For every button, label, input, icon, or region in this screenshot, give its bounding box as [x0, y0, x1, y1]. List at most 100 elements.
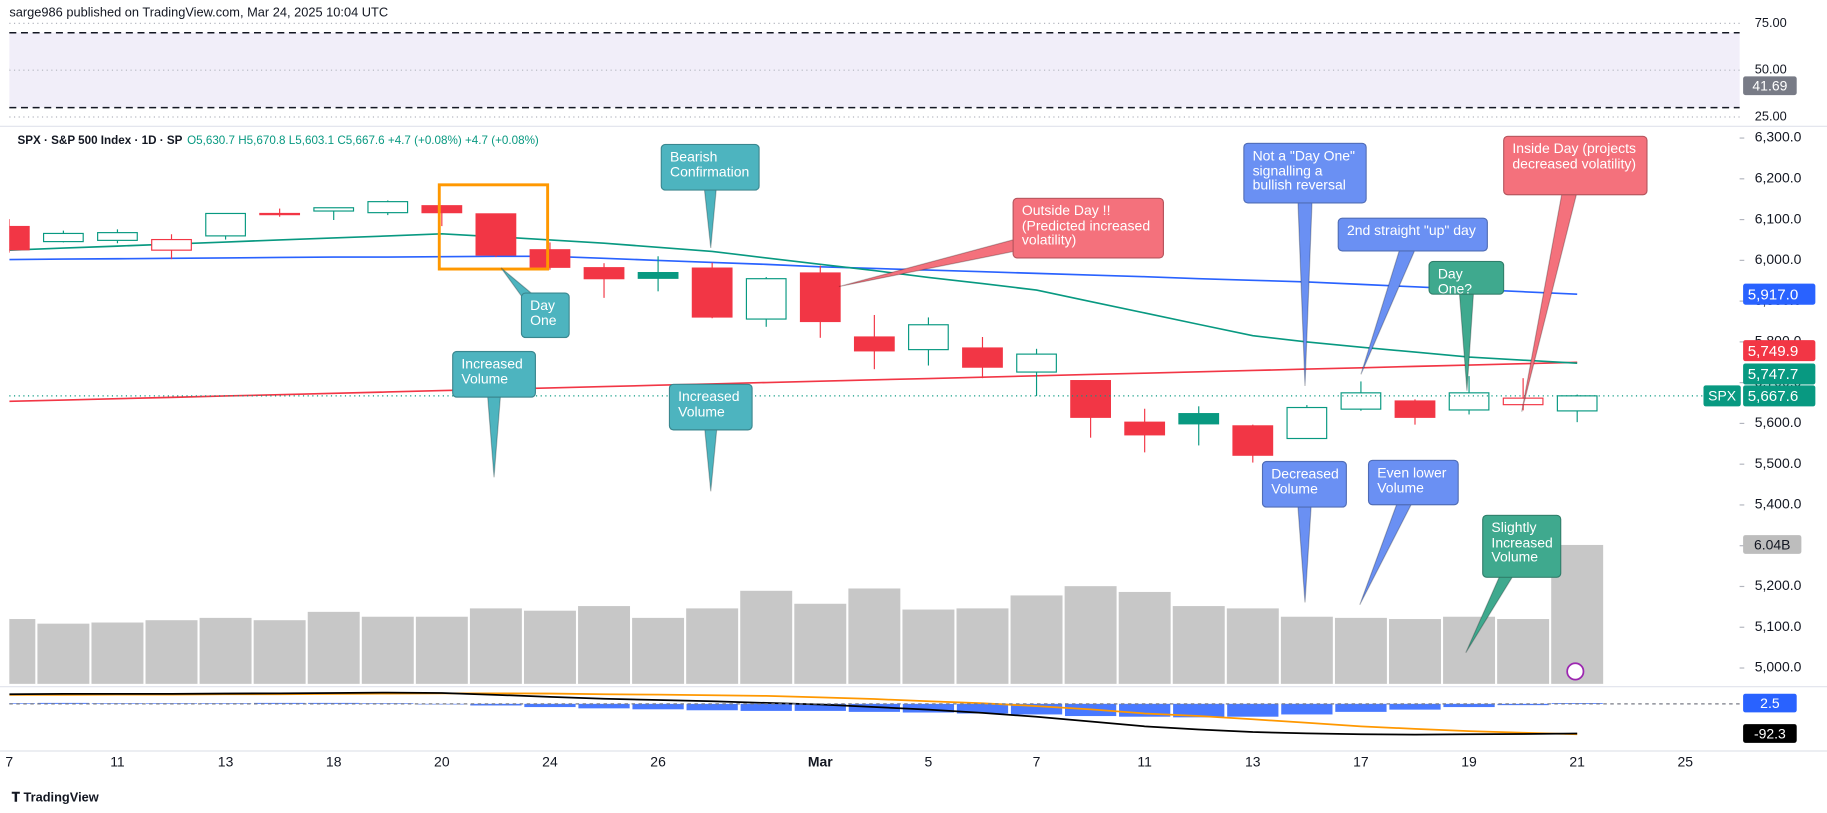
volume-bar [198, 616, 253, 685]
x-tick-label: 25 [1678, 753, 1694, 769]
candle-body [1448, 392, 1490, 411]
brand: 𝐓 TradingView [11, 790, 99, 805]
candle-body [529, 249, 571, 268]
volume-bar [1225, 607, 1280, 685]
macd-histogram-bar [254, 702, 306, 704]
annotation: Increased Volume [452, 350, 536, 398]
candle-body [1124, 421, 1166, 436]
candle-body [151, 238, 192, 251]
volume-bar [414, 615, 469, 685]
moving-average [9, 361, 1578, 403]
candle-body [745, 278, 787, 320]
highlight-box [437, 183, 550, 271]
y-tick-label: 5,200.0 [1755, 577, 1802, 593]
volume-bar [252, 619, 307, 685]
volume-last-box [1743, 535, 1802, 554]
volume-bar [36, 622, 91, 685]
volume-bar [468, 607, 523, 685]
legend: SPX · S&P 500 Index · 1D · SP O5,630.7 H5… [17, 135, 538, 148]
volume-bar [144, 619, 199, 685]
candle-body [1232, 425, 1274, 456]
moving-average [9, 233, 1578, 365]
y-tick-label: 6,100.0 [1755, 210, 1802, 226]
y-tick-label: 6,200.0 [1755, 170, 1802, 186]
macd-histogram-bar [1443, 703, 1495, 708]
plot-area [9, 50, 1605, 736]
macd-last-label: -92.3 [1754, 725, 1786, 741]
macd-histogram-bar [1010, 703, 1063, 715]
moving-average [9, 255, 1578, 296]
macd-histogram-bar [199, 703, 252, 704]
symbol-tag: SPX [1708, 388, 1737, 404]
x-tick-label: Mar [808, 753, 833, 769]
annotation: Day One [520, 292, 570, 339]
x-tick-label: 13 [1245, 753, 1261, 769]
volume-bar [1009, 594, 1064, 685]
volume-bar [90, 621, 145, 685]
annotation: Increased Volume [668, 383, 753, 431]
y-tick-label: 5,100.0 [1755, 618, 1802, 634]
volume-bar [685, 607, 740, 685]
candle-body [637, 271, 679, 279]
x-tick-label: 7 [5, 753, 13, 769]
volume-bar [9, 618, 37, 685]
x-tick-label: 7 [1033, 753, 1041, 769]
y-tick-label: 5,500.0 [1755, 455, 1802, 471]
x-tick-label: 11 [110, 753, 125, 769]
candle-body [1286, 406, 1328, 440]
y-tick-label: 5,600.0 [1755, 414, 1802, 430]
x-tick-label: 24 [542, 753, 558, 769]
macd-last-box [1743, 693, 1797, 713]
annotation: Inside Day (projects decreased volatilit… [1503, 135, 1648, 196]
ma-last-label: 5,747.7 [1748, 366, 1798, 383]
symbol-tag-box [1703, 385, 1741, 407]
volume-bar [1388, 618, 1442, 685]
macd-histogram-bar [1227, 703, 1279, 717]
x-tick-label: 13 [218, 753, 234, 769]
annotation: 2nd straight "up" day [1337, 217, 1488, 252]
annotation-pointer [1521, 163, 1585, 412]
candle-body [799, 272, 841, 323]
x-tick-label: 18 [326, 753, 342, 769]
y-tick-label: 6,300.0 [1755, 129, 1802, 145]
close-last-label: 5,667.6 [1748, 388, 1798, 405]
macd-histogram-bar [1281, 703, 1333, 715]
annotation: Even lower Volume [1367, 459, 1459, 506]
candle-body [908, 324, 949, 351]
x-tick-label: 5 [925, 753, 933, 769]
macd-histogram-bar [524, 703, 576, 708]
annotation-pointer [1360, 230, 1422, 375]
volume-bar [1063, 585, 1118, 685]
macd-macd-line [9, 691, 1578, 736]
annotation: Not a "Day One" signalling a bullish rev… [1243, 142, 1367, 204]
candle-body [962, 347, 1003, 368]
y-tick-label: 5,000.0 [1755, 659, 1802, 675]
candle-body [97, 232, 138, 241]
candle-body [1556, 395, 1598, 412]
volume-bar [1334, 616, 1388, 685]
candle-body [205, 212, 246, 237]
ma-last-label: 5,917.0 [1748, 286, 1798, 303]
volume-bar [847, 587, 902, 685]
ma-last-label: 5,749.9 [1748, 343, 1798, 360]
volume-bar [631, 616, 686, 685]
annotation: Decreased Volume [1261, 460, 1347, 508]
ma-last-label-box [1743, 283, 1816, 305]
annotation: Outside Day !! (Predicted increased vola… [1012, 197, 1165, 259]
candle-body [1178, 413, 1220, 425]
x-tick-label: 11 [1137, 753, 1152, 769]
macd-histogram-bar [956, 703, 1009, 714]
alert-icon [1566, 662, 1585, 681]
volume-bar [523, 609, 577, 685]
macd-histogram-bar [1173, 703, 1225, 718]
volume-bar [1279, 615, 1334, 685]
candle-body [1016, 353, 1057, 373]
macd-histogram-bar [794, 703, 846, 711]
volume-last-label: 6.04B [1754, 536, 1791, 552]
legend-symbol: SPX · S&P 500 Index · 1D · SP [17, 134, 183, 148]
x-tick-label: 21 [1569, 753, 1585, 769]
rsi-tick-label: 25.00 [1755, 108, 1787, 123]
y-tick-label: 5,400.0 [1755, 496, 1802, 512]
annotation: Slightly Increased Volume [1482, 514, 1562, 578]
volume-bar [577, 605, 631, 685]
